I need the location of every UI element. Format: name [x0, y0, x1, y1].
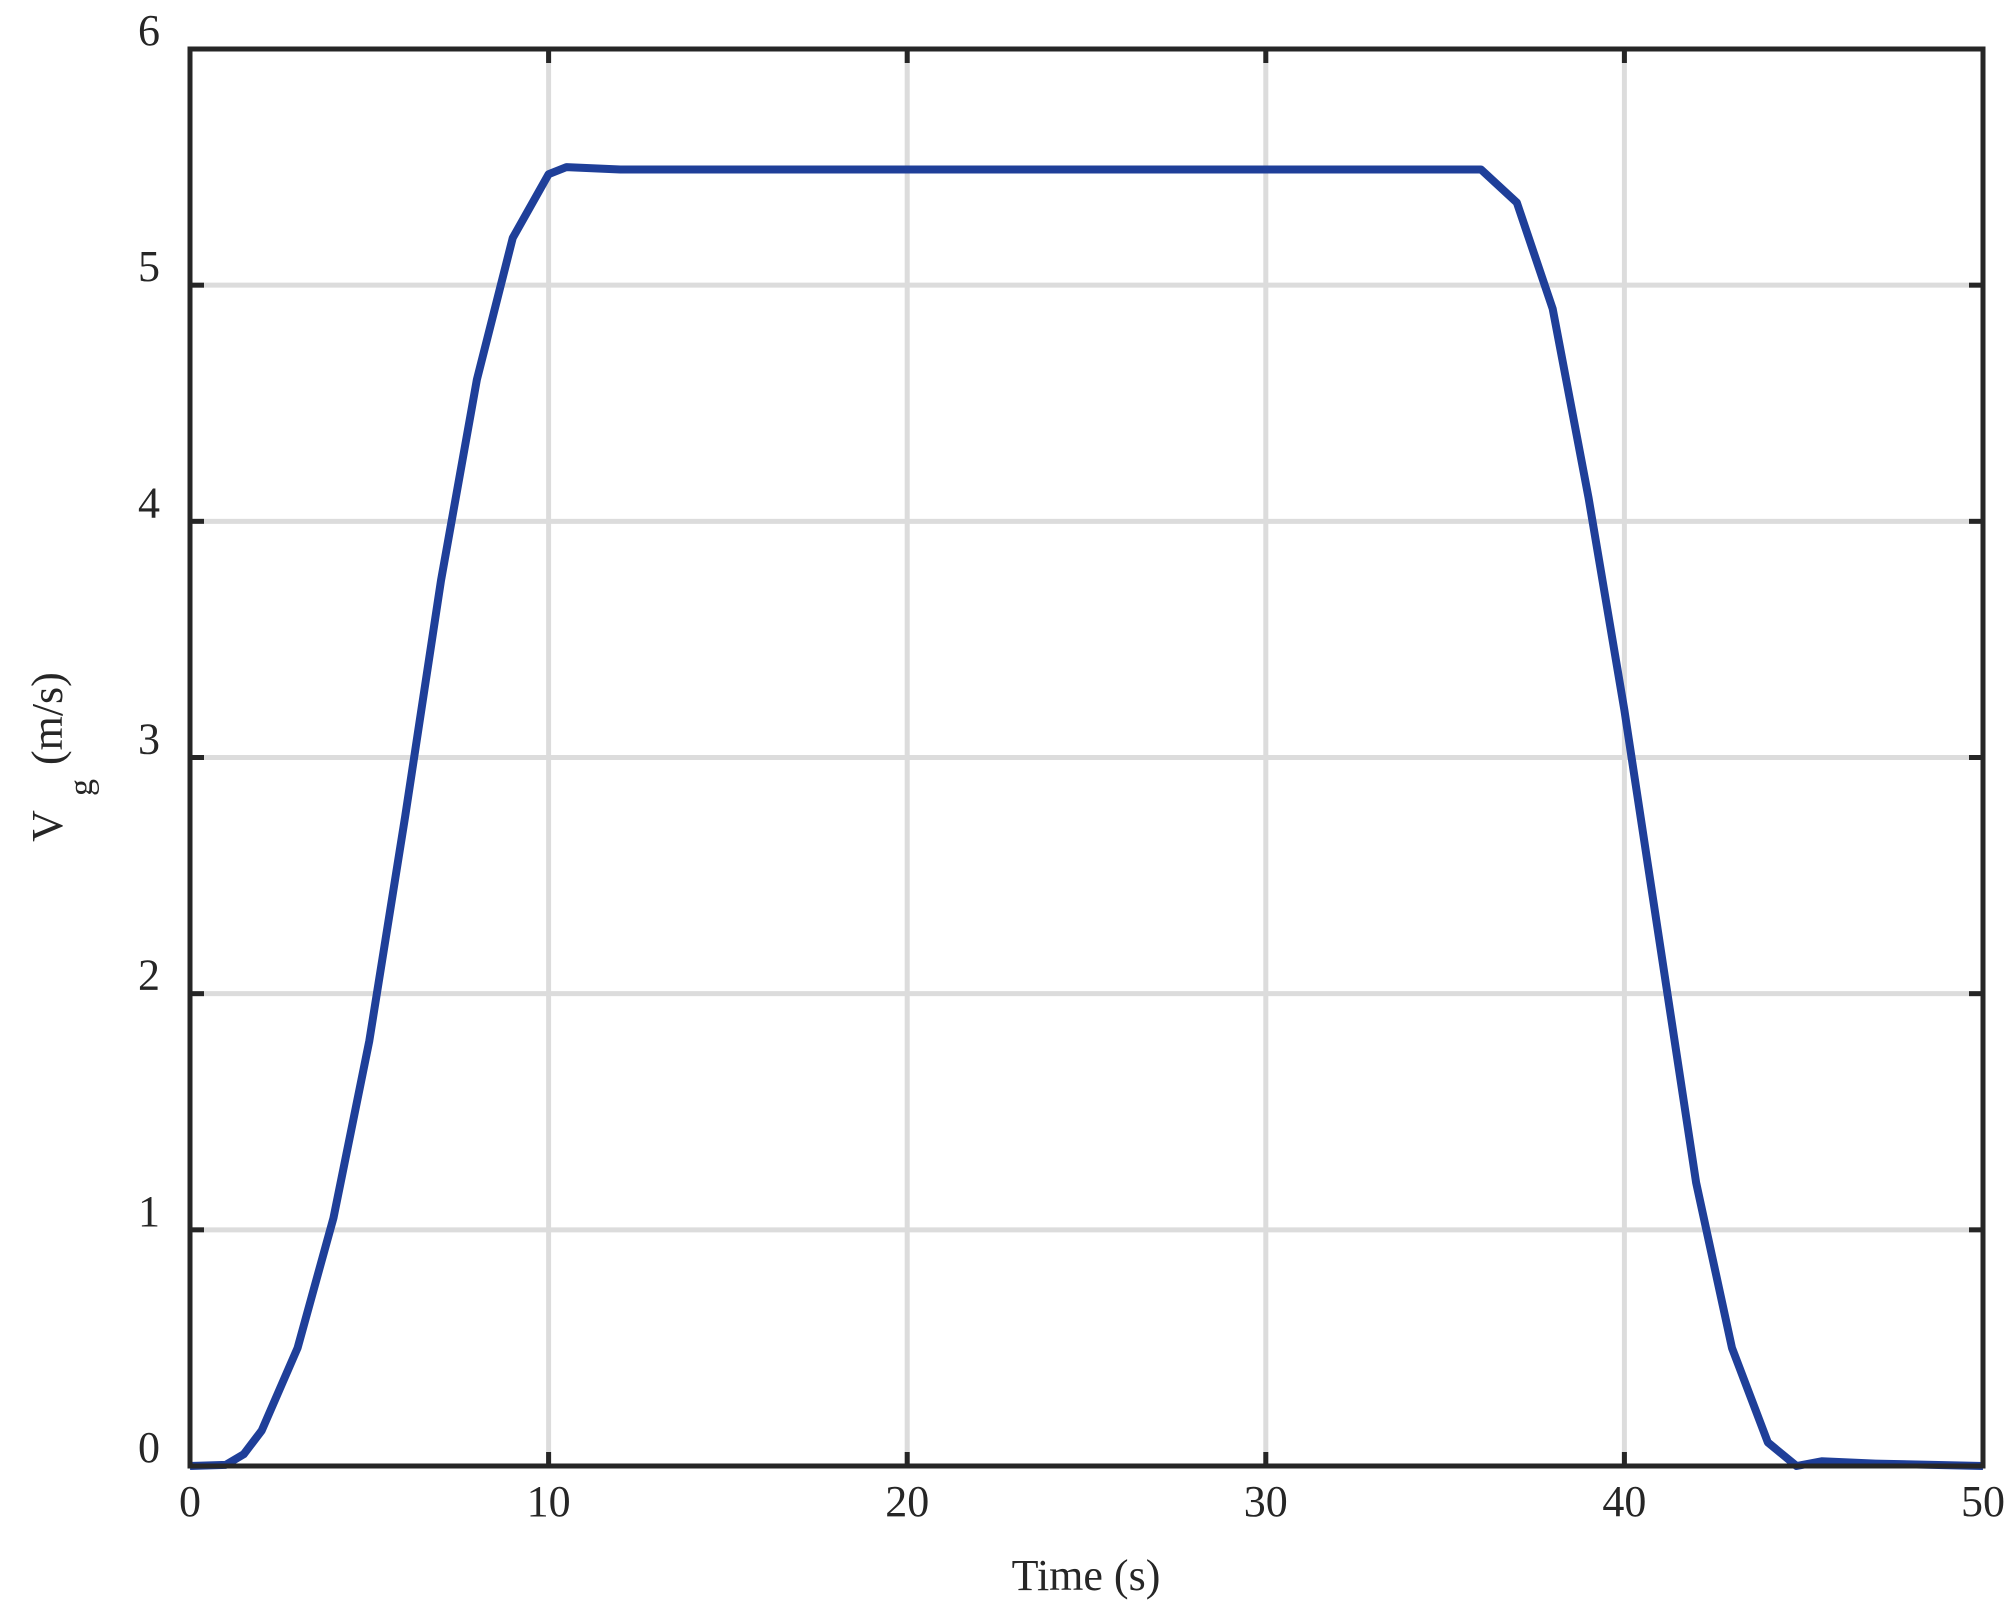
x-tick-label: 50 — [1961, 1477, 2005, 1526]
y-tick-label: 2 — [138, 951, 160, 1000]
y-tick-label: 0 — [138, 1423, 160, 1472]
x-axis-label: Time (s) — [1012, 1551, 1161, 1600]
y-label-unit: (m/s) — [23, 672, 72, 765]
plot-frame — [187, 46, 1986, 1469]
y-tick-label: 6 — [138, 6, 160, 55]
x-tick-label: 10 — [527, 1477, 571, 1526]
x-tick-label: 30 — [1244, 1477, 1288, 1526]
y-tick-label: 4 — [138, 478, 160, 527]
x-tick-label: 0 — [179, 1477, 201, 1526]
x-tick-label: 20 — [885, 1477, 929, 1526]
data-line — [189, 163, 1984, 1470]
y-label-main: V — [23, 810, 72, 842]
y-tick-label: 5 — [138, 242, 160, 291]
y-axis-label: Vg (m/s) — [23, 672, 100, 842]
y-tick-label: 3 — [138, 715, 160, 764]
y-label-sub: g — [63, 779, 100, 796]
x-tick-label: 40 — [1602, 1477, 1646, 1526]
y-tick-label: 1 — [138, 1187, 160, 1236]
